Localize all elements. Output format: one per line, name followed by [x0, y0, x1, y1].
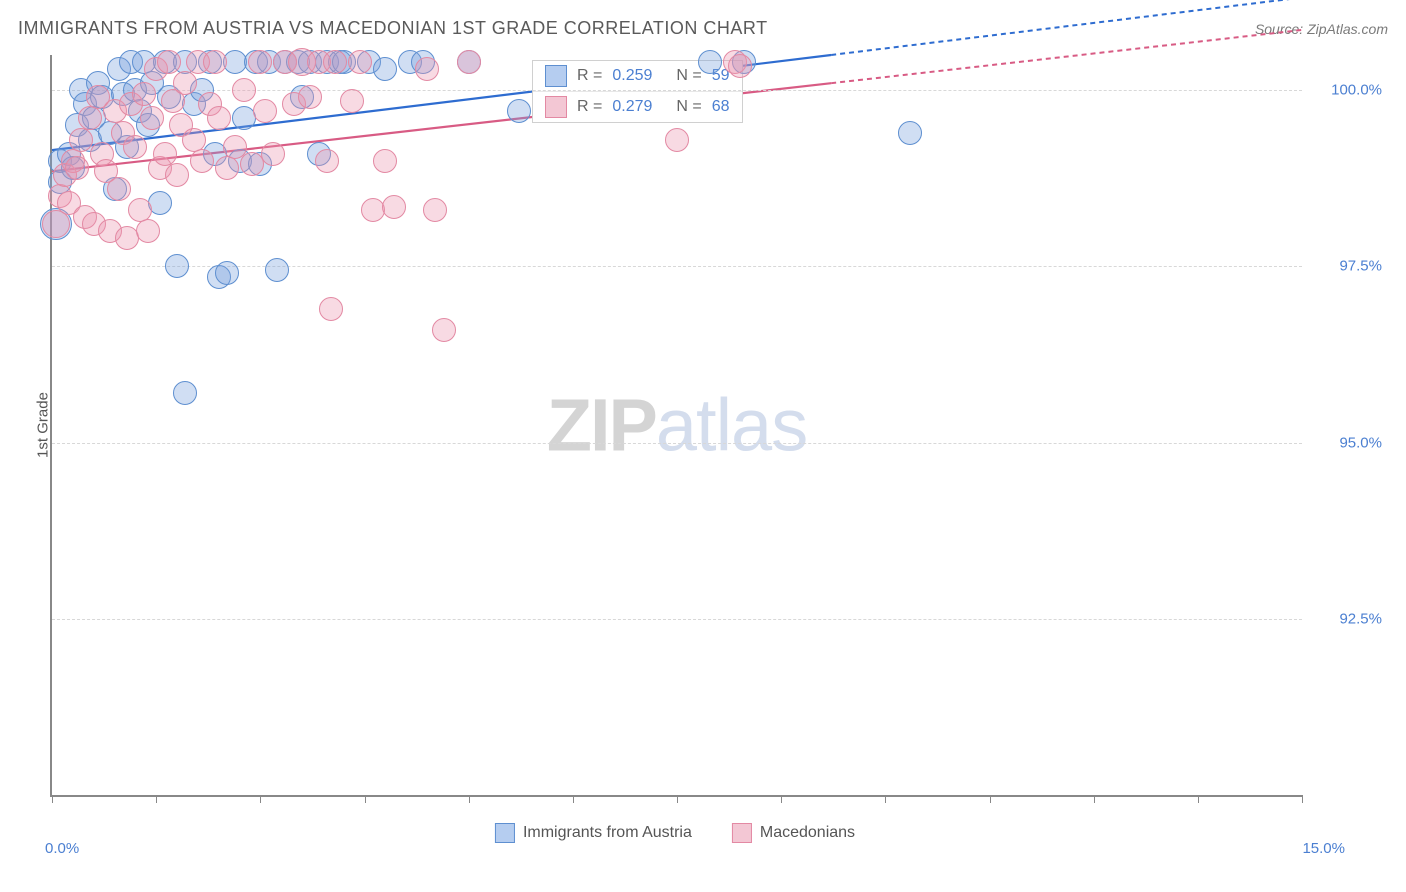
data-point-macedonians — [157, 50, 181, 74]
data-point-macedonians — [107, 177, 131, 201]
x-tick — [781, 795, 782, 803]
x-min-label: 0.0% — [45, 840, 79, 857]
data-point-macedonians — [173, 71, 197, 95]
stats-row-macedonians: R = 0.279 N = 68 — [533, 91, 742, 122]
chart-title: IMMIGRANTS FROM AUSTRIA VS MACEDONIAN 1S… — [18, 18, 768, 39]
stat-n-label: N = — [676, 67, 701, 85]
data-point-macedonians — [140, 106, 164, 130]
data-point-macedonians — [132, 82, 156, 106]
x-tick — [156, 795, 157, 803]
x-tick — [885, 795, 886, 803]
data-point-macedonians — [415, 57, 439, 81]
data-point-austria — [507, 99, 531, 123]
data-point-macedonians — [298, 85, 322, 109]
data-point-macedonians — [215, 156, 239, 180]
data-point-macedonians — [165, 163, 189, 187]
stat-n-value: 68 — [712, 98, 730, 116]
legend-item-austria: Immigrants from Austria — [495, 823, 692, 843]
data-point-macedonians — [207, 106, 231, 130]
source-attribution: Source: ZipAtlas.com — [1255, 21, 1388, 37]
data-point-macedonians — [373, 149, 397, 173]
data-point-austria — [173, 381, 197, 405]
y-axis-title: 1st Grade — [34, 392, 51, 458]
x-tick — [365, 795, 366, 803]
data-point-macedonians — [123, 135, 147, 159]
stat-r-label: R = — [577, 98, 602, 116]
data-point-macedonians — [665, 128, 689, 152]
data-point-macedonians — [69, 128, 93, 152]
stat-r-value: 0.259 — [612, 67, 652, 85]
x-tick — [990, 795, 991, 803]
legend-swatch — [495, 823, 515, 843]
x-tick — [52, 795, 53, 803]
gridline — [52, 619, 1302, 620]
legend-swatch — [732, 823, 752, 843]
data-point-macedonians — [190, 149, 214, 173]
gridline — [52, 443, 1302, 444]
x-tick — [1302, 795, 1303, 803]
data-point-austria — [215, 261, 239, 285]
data-point-macedonians — [323, 50, 347, 74]
data-point-macedonians — [319, 297, 343, 321]
data-point-macedonians — [203, 50, 227, 74]
y-tick-label: 100.0% — [1312, 82, 1382, 99]
data-point-austria — [373, 57, 397, 81]
series-legend: Immigrants from Austria Macedonians — [495, 823, 855, 843]
stat-r-label: R = — [577, 67, 602, 85]
y-tick-label: 92.5% — [1312, 610, 1382, 627]
legend-label: Macedonians — [760, 824, 855, 842]
legend-label: Immigrants from Austria — [523, 824, 692, 842]
data-point-macedonians — [232, 78, 256, 102]
data-point-macedonians — [248, 50, 272, 74]
data-point-macedonians — [457, 50, 481, 74]
data-point-macedonians — [348, 50, 372, 74]
data-point-macedonians — [340, 89, 364, 113]
data-point-austria — [148, 191, 172, 215]
data-point-macedonians — [423, 198, 447, 222]
data-point-macedonians — [728, 54, 752, 78]
data-point-macedonians — [253, 99, 277, 123]
data-point-austria — [698, 50, 722, 74]
legend-item-macedonians: Macedonians — [732, 823, 855, 843]
x-tick — [573, 795, 574, 803]
x-tick — [469, 795, 470, 803]
data-point-macedonians — [432, 318, 456, 342]
y-tick-label: 95.0% — [1312, 434, 1382, 451]
y-tick-label: 97.5% — [1312, 258, 1382, 275]
data-point-macedonians — [153, 142, 177, 166]
data-point-austria — [265, 258, 289, 282]
data-point-macedonians — [261, 142, 285, 166]
data-point-macedonians — [382, 195, 406, 219]
legend-swatch — [545, 65, 567, 87]
legend-swatch — [545, 96, 567, 118]
x-tick — [1094, 795, 1095, 803]
data-point-austria — [165, 254, 189, 278]
stat-n-label: N = — [676, 98, 701, 116]
x-max-label: 15.0% — [1302, 840, 1345, 857]
gridline — [52, 266, 1302, 267]
data-point-macedonians — [315, 149, 339, 173]
x-tick — [1198, 795, 1199, 803]
data-point-austria — [898, 121, 922, 145]
data-point-macedonians — [65, 156, 89, 180]
stat-r-value: 0.279 — [612, 98, 652, 116]
data-point-macedonians — [78, 106, 102, 130]
x-tick — [260, 795, 261, 803]
data-point-macedonians — [136, 219, 160, 243]
correlation-chart: 1st Grade ZIPatlas R = 0.259N = 59R = 0.… — [50, 55, 1300, 795]
x-tick — [677, 795, 678, 803]
